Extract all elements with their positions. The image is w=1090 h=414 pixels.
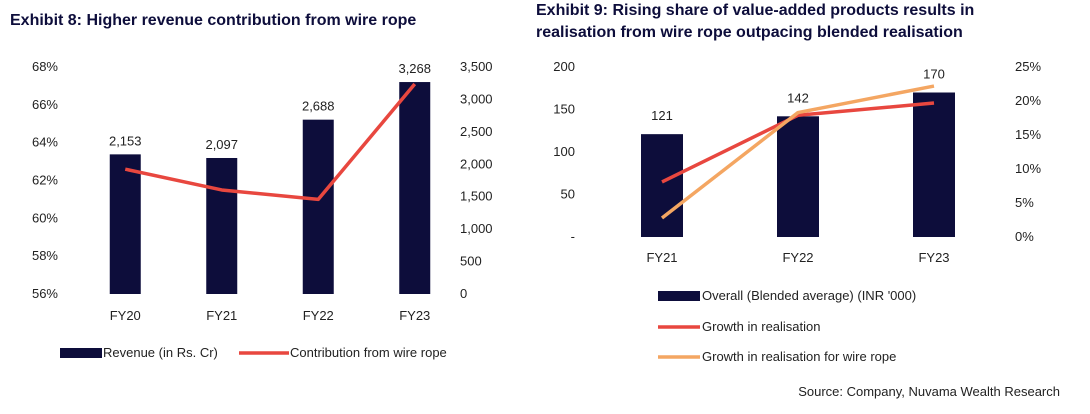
left-axis-tick: 50 xyxy=(561,187,575,202)
left-axis-tick: 100 xyxy=(553,144,575,159)
right-axis-tick: 2,500 xyxy=(460,124,493,139)
legend-label-growth-wire-rope: Growth in realisation for wire rope xyxy=(702,349,896,364)
right-axis-tick: 1,500 xyxy=(460,189,493,204)
data-label: 121 xyxy=(651,108,673,123)
legend-label-contribution: Contribution from wire rope xyxy=(290,345,447,360)
x-axis-tick: FY21 xyxy=(206,308,237,323)
legend-swatch-revenue xyxy=(60,348,102,358)
x-axis-tick: FY22 xyxy=(303,308,334,323)
x-axis-tick: FY22 xyxy=(782,250,813,265)
left-axis-tick: 200 xyxy=(553,59,575,74)
left-axis-tick: 62% xyxy=(32,173,58,188)
right-axis-tick: 0 xyxy=(460,286,467,301)
x-axis-tick: FY20 xyxy=(110,308,141,323)
data-label: 2,153 xyxy=(109,133,142,148)
data-label: 170 xyxy=(923,67,945,82)
right-axis-tick: 25% xyxy=(1015,59,1041,74)
right-axis-tick: 3,000 xyxy=(460,91,493,106)
left-axis-tick: 66% xyxy=(32,97,58,112)
series-line-growth-wire-rope xyxy=(660,84,935,220)
right-axis-tick: 15% xyxy=(1015,127,1041,142)
data-label: 2,097 xyxy=(205,137,238,152)
data-label: 2,688 xyxy=(302,99,335,114)
bar xyxy=(641,134,683,237)
x-axis-tick: FY23 xyxy=(918,250,949,265)
bar xyxy=(302,119,334,294)
left-axis-tick: 58% xyxy=(32,248,58,263)
legend-label-overall: Overall (Blended average) (INR '000) xyxy=(702,288,916,303)
right-axis-tick: 5% xyxy=(1015,195,1034,210)
right-axis-tick: 3,500 xyxy=(460,59,493,74)
x-axis-tick: FY23 xyxy=(399,308,430,323)
legend-label-revenue: Revenue (in Rs. Cr) xyxy=(103,345,218,360)
source-note: Source: Company, Nuvama Wealth Research xyxy=(798,384,1060,399)
exhibit-8-title: Exhibit 8: Higher revenue contribution f… xyxy=(10,12,417,29)
right-axis-tick: 20% xyxy=(1015,93,1041,108)
bar xyxy=(913,92,955,237)
bar xyxy=(206,157,238,294)
left-axis-tick: - xyxy=(571,229,575,244)
right-axis-tick: 500 xyxy=(460,254,482,269)
left-axis-tick: 68% xyxy=(32,59,58,74)
exhibit-9-title: Exhibit 9: Rising share of value-added p… xyxy=(536,2,975,41)
x-axis-tick: FY21 xyxy=(646,250,677,265)
series-line-growth xyxy=(661,101,935,184)
legend-label-growth: Growth in realisation xyxy=(702,319,821,334)
data-label: 142 xyxy=(787,90,809,105)
left-axis-tick: 56% xyxy=(32,286,58,301)
series-line-contribution xyxy=(124,82,417,202)
left-axis-tick: 60% xyxy=(32,210,58,225)
bar xyxy=(109,154,141,294)
left-axis-tick: 150 xyxy=(553,102,575,117)
legend-swatch-overall xyxy=(658,291,700,301)
bar xyxy=(399,82,431,294)
bar xyxy=(777,116,819,237)
left-axis-tick: 64% xyxy=(32,135,58,150)
right-axis-tick: 1,000 xyxy=(460,221,493,236)
right-axis-tick: 0% xyxy=(1015,229,1034,244)
right-axis-tick: 10% xyxy=(1015,161,1041,176)
right-axis-tick: 2,000 xyxy=(460,156,493,171)
data-label: 3,268 xyxy=(398,61,431,76)
